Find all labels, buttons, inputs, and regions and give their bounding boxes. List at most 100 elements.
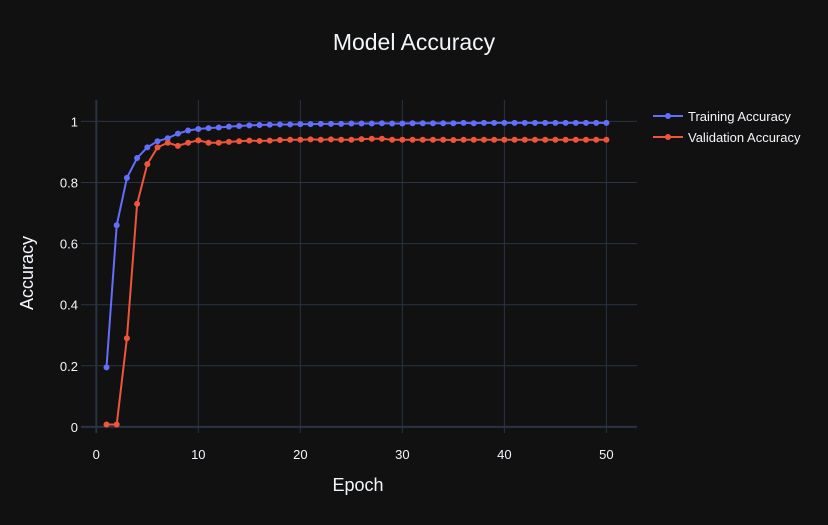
legend-item[interactable]: Training Accuracy (653, 109, 791, 124)
data-point (215, 139, 222, 146)
legend-marker (665, 113, 671, 119)
data-point (338, 136, 345, 143)
series-validation-accuracy (103, 135, 610, 428)
data-point (225, 138, 232, 145)
data-point (307, 121, 314, 128)
data-point (470, 120, 477, 127)
data-point (480, 119, 487, 126)
data-point (409, 136, 416, 143)
data-point (501, 119, 508, 126)
series-layer (103, 119, 610, 428)
data-point (338, 120, 345, 127)
x-tick-label: 0 (93, 447, 100, 462)
data-point (511, 119, 518, 126)
data-point (358, 120, 365, 127)
data-point (582, 119, 589, 126)
data-point (246, 122, 253, 129)
data-point (531, 119, 538, 126)
chart-title: Model Accuracy (333, 29, 496, 55)
legend-marker (665, 134, 671, 140)
data-point (287, 121, 294, 128)
data-point (552, 119, 559, 126)
data-point (164, 135, 171, 142)
data-point (266, 137, 273, 144)
data-point (521, 136, 528, 143)
data-point (440, 120, 447, 127)
data-point (205, 139, 212, 146)
data-point (297, 121, 304, 128)
y-tick-label: 0.2 (60, 359, 78, 374)
data-point (450, 120, 457, 127)
data-point (195, 126, 202, 133)
legend-item[interactable]: Validation Accuracy (653, 130, 801, 145)
data-point (287, 136, 294, 143)
data-point (491, 119, 498, 126)
data-point (603, 136, 610, 143)
x-tick-label: 20 (293, 447, 307, 462)
data-point (174, 142, 181, 149)
data-point (144, 144, 151, 151)
data-point (113, 421, 120, 428)
y-tick-label: 0.4 (60, 298, 78, 313)
legend: Training Accuracy Validation Accuracy (653, 109, 801, 145)
axes: 0 10 20 30 40 50 0 0.2 0.4 0.6 0.8 1 (60, 114, 614, 462)
data-point (521, 119, 528, 126)
data-point (236, 138, 243, 145)
data-point (154, 144, 161, 151)
data-point (123, 335, 130, 342)
data-point (429, 136, 436, 143)
y-tick-label: 0.8 (60, 175, 78, 190)
legend-label: Training Accuracy (688, 109, 791, 124)
data-point (389, 136, 396, 143)
data-point (399, 120, 406, 127)
data-point (378, 120, 385, 127)
y-axis-title: Accuracy (17, 236, 37, 310)
data-point (562, 119, 569, 126)
data-point (440, 136, 447, 143)
data-point (317, 136, 324, 143)
series-training-accuracy (103, 119, 610, 371)
data-point (327, 136, 334, 143)
x-axis-title: Epoch (332, 475, 383, 495)
data-point (470, 136, 477, 143)
grid-lines (81, 100, 637, 433)
data-point (552, 136, 559, 143)
data-point (358, 136, 365, 143)
data-point (378, 135, 385, 142)
data-point (542, 119, 549, 126)
data-point (562, 136, 569, 143)
data-point (419, 136, 426, 143)
data-point (154, 138, 161, 145)
y-tick-label: 0 (71, 420, 78, 435)
data-point (460, 119, 467, 126)
data-point (511, 136, 518, 143)
data-point (593, 136, 600, 143)
data-point (225, 123, 232, 130)
legend-label: Validation Accuracy (688, 130, 801, 145)
x-tick-label: 30 (395, 447, 409, 462)
data-point (593, 119, 600, 126)
data-point (542, 136, 549, 143)
data-point (164, 139, 171, 146)
data-point (582, 136, 589, 143)
data-point (501, 136, 508, 143)
data-point (256, 137, 263, 144)
data-point (572, 119, 579, 126)
data-point (460, 136, 467, 143)
data-point (317, 120, 324, 127)
data-point (327, 120, 334, 127)
data-point (185, 127, 192, 134)
data-point (256, 122, 263, 129)
y-tick-label: 0.6 (60, 237, 78, 252)
data-point (572, 136, 579, 143)
data-point (113, 222, 120, 229)
data-point (409, 120, 416, 127)
data-point (429, 120, 436, 127)
data-point (297, 136, 304, 143)
data-point (450, 137, 457, 144)
data-point (603, 119, 610, 126)
data-point (215, 124, 222, 131)
data-point (399, 136, 406, 143)
data-point (103, 364, 110, 371)
